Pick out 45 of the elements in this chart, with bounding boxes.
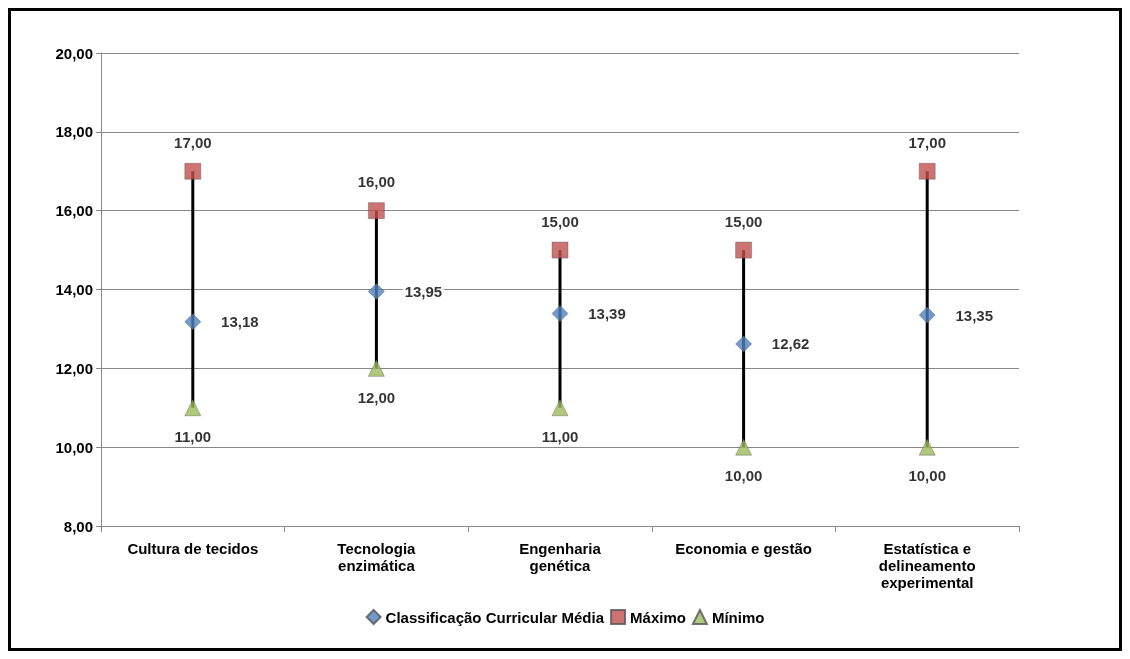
x-tick-label: Estatística e delineamento experimental xyxy=(878,540,976,591)
data-label: 15,00 xyxy=(724,212,763,230)
data-label: 10,00 xyxy=(724,467,763,485)
data-label: 15,00 xyxy=(541,212,579,230)
point xyxy=(368,283,385,300)
data-label: 11,00 xyxy=(541,428,579,445)
point xyxy=(735,438,752,456)
point xyxy=(918,306,936,324)
y-tick-label: 10,00 xyxy=(55,438,93,456)
x-tick-label: Cultura de tecidos xyxy=(127,540,259,557)
data-label: 12,00 xyxy=(357,388,396,406)
point xyxy=(735,241,752,259)
point xyxy=(918,163,936,180)
point xyxy=(735,335,752,353)
y-tick-label: 8,00 xyxy=(63,517,93,535)
data-label: 13,95 xyxy=(404,282,443,300)
data-label: 10,00 xyxy=(908,467,946,485)
point xyxy=(551,399,569,416)
x-tick-label: Economia e gestão xyxy=(675,540,812,557)
point xyxy=(551,305,569,322)
point xyxy=(184,163,202,180)
data-label: 16,00 xyxy=(357,173,396,191)
x-tick-label: Engenharia genética xyxy=(519,540,602,574)
point xyxy=(184,399,202,416)
y-tick-label: 14,00 xyxy=(55,281,93,298)
data-label: 13,18 xyxy=(221,313,259,331)
legend-label: Máximo xyxy=(630,608,686,626)
legend-label: Classificação Curricular Média xyxy=(385,608,605,626)
point xyxy=(184,313,202,331)
data-label: 17,00 xyxy=(174,134,212,151)
y-tick-label: 20,00 xyxy=(55,44,93,62)
data-label: 13,35 xyxy=(955,306,993,324)
point xyxy=(918,438,936,456)
point xyxy=(368,360,385,377)
y-tick-label: 18,00 xyxy=(55,123,93,141)
data-label: 11,00 xyxy=(174,428,212,445)
x-tick-label: Tecnologia enzimática xyxy=(337,540,417,574)
data-label: 17,00 xyxy=(908,134,946,151)
data-label: 12,62 xyxy=(771,335,810,353)
point xyxy=(368,202,385,219)
y-tick-label: 16,00 xyxy=(55,202,93,220)
y-tick-label: 12,00 xyxy=(55,359,93,377)
data-label: 13,39 xyxy=(588,305,626,323)
point xyxy=(551,241,569,259)
legend-label: Mínimo xyxy=(711,608,765,626)
